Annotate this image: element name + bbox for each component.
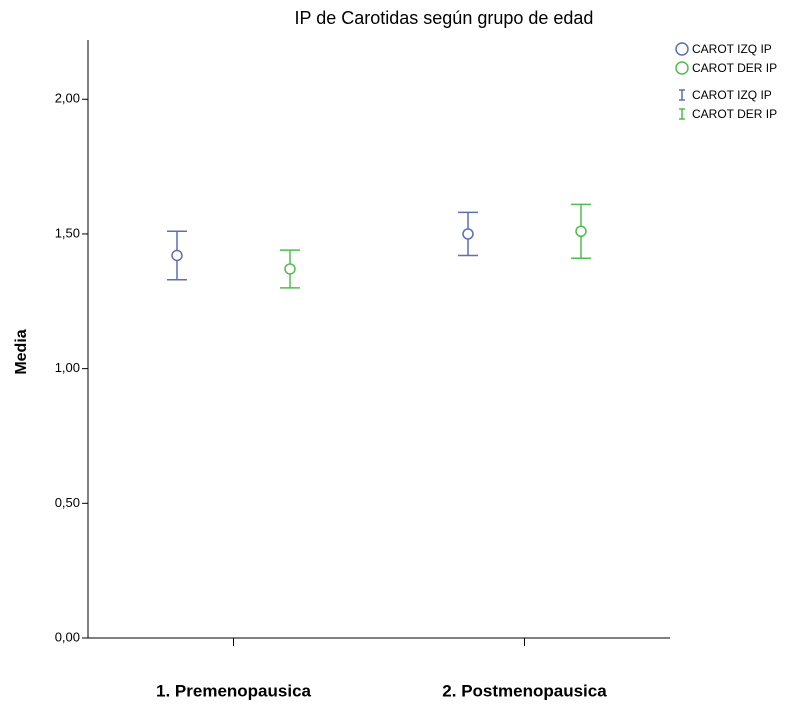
- legend-label: CAROT DER IP: [692, 61, 777, 75]
- legend-label: CAROT DER IP: [692, 107, 777, 121]
- y-axis-label: Media: [13, 329, 30, 374]
- mean-marker: [171, 249, 183, 262]
- legend-errorbar: [679, 108, 685, 120]
- legend-marker: [675, 61, 689, 75]
- y-tick-label: 1,50: [55, 225, 80, 240]
- legend-marker: [675, 42, 689, 56]
- y-tick-label: 0,50: [55, 495, 80, 510]
- legend-label: CAROT IZQ IP: [692, 88, 772, 102]
- legend-errorbar: [679, 89, 685, 101]
- x-tick-label: 2. Postmenopausica: [442, 681, 607, 700]
- chart-title: IP de Carotidas según grupo de edad: [295, 8, 594, 28]
- y-tick-label: 0,00: [55, 629, 80, 644]
- y-tick-label: 1,00: [55, 360, 80, 375]
- mean-marker: [284, 263, 296, 275]
- y-tick-label: 2,00: [55, 91, 80, 106]
- mean-marker: [462, 228, 474, 240]
- mean-marker: [575, 225, 587, 238]
- x-tick-label: 1. Premenopausica: [156, 681, 312, 700]
- legend-label: CAROT IZQ IP: [692, 42, 772, 56]
